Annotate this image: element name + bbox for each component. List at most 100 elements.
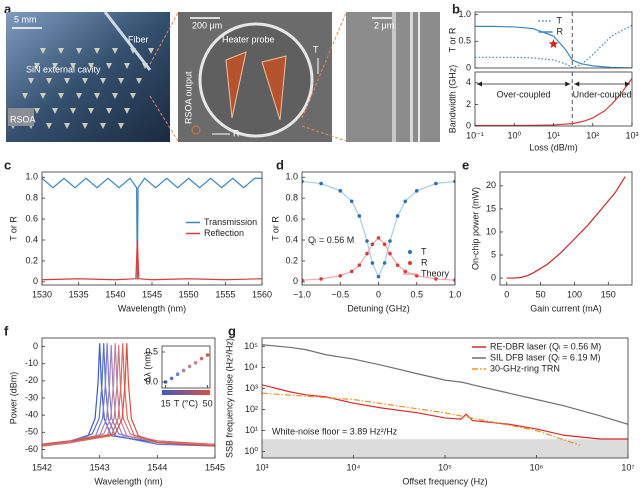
x-tick-label: 150 [601,289,616,299]
fiber [103,12,152,71]
data-point [403,269,408,274]
series-line [42,177,262,280]
data-point [370,242,375,246]
data-point [357,263,362,267]
data-point [302,179,304,184]
plot-area [42,343,215,447]
panel-letter: d [276,157,284,172]
y-tick-label: 1.0 [285,172,298,182]
noise-floor [262,439,628,458]
data-point [163,380,168,384]
x-tick-label: 10⁰ [507,130,521,140]
chip-feature [136,78,142,84]
x-tick-label: 1540 [105,289,125,299]
y-tick-label: 15 [486,203,496,213]
chip-feature [148,48,154,54]
x-axis-label: Wavelength (nm) [118,303,186,313]
chip-feature [46,78,52,84]
data-point [349,199,354,204]
legend-label: RE-DBR laser (Qₗ = 0.56 M) [490,341,601,351]
chip-feature [118,78,124,84]
plot-frame [261,337,629,459]
chip-feature [76,48,82,54]
panel-letter: g [228,323,236,338]
chip-feature [112,48,118,54]
panel-letter: a [4,1,12,16]
y-tick-label: 0 [33,341,38,351]
y-tick-label: 0 [33,276,38,286]
data-point [199,356,204,361]
x-tick-label: 1560 [252,289,272,299]
y-tick-label: 0.4 [25,234,38,244]
arrow-head [574,81,580,87]
scale-label: 200 μm [192,20,222,30]
y-tick-label: 0.5 [458,36,471,46]
x-tick-label: 10⁵ [438,462,452,472]
x-tick-label: 10¹ [547,130,560,140]
star-marker [548,39,559,48]
chip-feature [82,123,88,129]
y-tick-label: -10 [25,358,38,368]
data-point [181,368,186,373]
y-tick-label: 10⁴ [244,362,258,372]
y-tick-label: -20 [25,375,38,385]
y-tick-label: 0.8 [285,193,298,203]
x-tick-label: 1555 [215,289,235,299]
series-line [262,344,628,425]
y-tick-label: 0.4 [285,234,298,244]
series-line [42,343,215,447]
y-tick-label: 0.5 [145,346,158,356]
data-point [187,364,192,369]
scale-label: 5 mm [14,14,37,24]
data-point [365,239,369,243]
plot-area [163,353,210,384]
chip-feature [100,123,106,129]
plot-frame [41,171,263,286]
plot-area [262,344,628,458]
y-tick-label: -50 [25,427,38,437]
chip-feature [82,78,88,84]
y-tick-label: -60 [25,444,38,454]
chip-feature [70,108,76,114]
plot-area [302,179,455,282]
photo-label: RSOA output [183,71,193,124]
series-line [302,180,455,279]
chip-feature [28,78,34,84]
x-tick-label: 50 [536,289,546,299]
data-point [453,179,455,184]
legend-label: T [421,246,427,256]
y-axis-label: T or R [270,216,280,241]
y-tick-label: 10⁵ [244,341,258,351]
data-point [205,353,210,357]
plot-frame [474,71,633,127]
y-tick-label: 10⁰ [244,446,258,456]
series-line [42,343,215,447]
y-tick-label: 0 [293,276,298,286]
x-tick-label: 1545 [205,462,225,472]
legend-label: R [557,26,564,36]
data-point [395,214,400,218]
rsoa-chip [8,108,34,126]
series-line [475,78,632,126]
x-tick-label: 50 [203,398,213,408]
panel-letter: e [462,157,469,172]
y-axis-label: T or R [8,216,18,241]
y-tick-label: 0.8 [25,193,38,203]
data-point [434,181,438,186]
data-point [370,261,375,265]
chip-feature [100,78,106,84]
arrow-head [565,81,571,87]
legend-label: T [557,15,563,25]
chip-feature [40,48,46,54]
plot-area [475,72,632,126]
data-point [382,261,387,265]
chip-feature [106,108,112,114]
y-tick-label: 0.0 [145,376,158,386]
series-line [506,176,626,279]
data-point [388,251,392,256]
chip-feature [94,93,100,99]
x-axis-label: Detuning (GHz) [347,303,410,313]
legend-label: R [421,257,428,267]
y-tick-label: 10¹ [245,425,258,435]
legend-marker [408,250,412,254]
